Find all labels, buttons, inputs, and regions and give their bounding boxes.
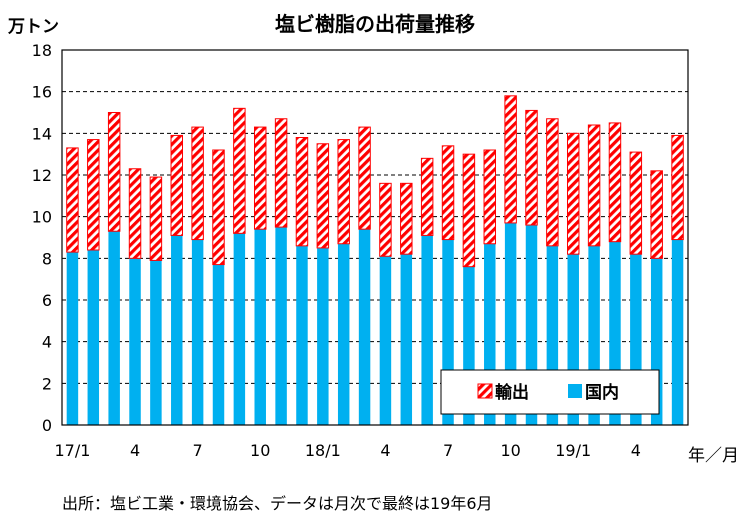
x-tick-label-7: 7 — [193, 441, 203, 460]
y-tick-label-8: 8 — [42, 249, 52, 268]
legend-box — [440, 369, 660, 415]
x-axis-unit: 年／月 — [688, 446, 739, 466]
bar-export-5 — [650, 170, 663, 259]
y-tick-label-16: 16 — [32, 83, 52, 102]
y-tick-label-2: 2 — [42, 374, 52, 393]
x-tick-label-4: 4 — [130, 441, 140, 460]
bar-export-10 — [504, 95, 517, 224]
bar-export-2 — [337, 139, 350, 245]
bar-domestic-12 — [296, 245, 308, 425]
bar-domestic-4 — [630, 254, 642, 425]
bar-export-7 — [441, 145, 455, 241]
bar-domestic-2 — [87, 250, 100, 425]
bar-export-6 — [170, 134, 184, 236]
bar-domestic-2 — [337, 243, 350, 425]
bar-domestic-10 — [254, 229, 266, 425]
bar-domestic-10 — [504, 222, 517, 425]
bar-domestic-6 — [671, 239, 684, 425]
bar-export-4 — [128, 168, 142, 259]
bar-export-19/1 — [566, 132, 580, 255]
x-tick-label-7: 7 — [443, 441, 453, 460]
y-tick-label-0: 0 — [42, 416, 52, 435]
bar-domestic-6 — [171, 235, 183, 425]
bar-domestic-9 — [233, 233, 246, 425]
bar-export-7 — [191, 126, 204, 241]
bar-export-17/1 — [66, 147, 79, 253]
x-tick-label-10: 10 — [500, 441, 520, 460]
bar-export-2 — [587, 124, 601, 247]
x-tick-label-18/1: 18/1 — [305, 441, 341, 460]
plot-area-frame — [61, 49, 689, 426]
x-tick-label-4: 4 — [631, 441, 641, 460]
bar-domestic-17/1 — [66, 252, 79, 425]
bar-export-11 — [274, 118, 288, 228]
bar-domestic-11 — [275, 227, 287, 425]
bar-domestic-19/1 — [567, 254, 579, 425]
bar-export-3 — [608, 122, 622, 243]
bar-export-3 — [107, 112, 121, 232]
chart-title: 塩ビ樹脂の出荷量推移 — [275, 12, 475, 36]
bar-export-8 — [462, 153, 476, 268]
bar-domestic-5 — [650, 258, 663, 425]
bar-domestic-8 — [463, 266, 475, 425]
x-tick-label-10: 10 — [250, 441, 270, 460]
y-tick-label-14: 14 — [32, 124, 52, 143]
source-note: 出所：塩ビ工業・環境協会、データは月次で最終は19年6月 — [62, 494, 493, 513]
bar-domestic-4 — [379, 256, 392, 425]
x-tick-label-17/1: 17/1 — [54, 441, 90, 460]
legend-label-export: 輸出 — [495, 382, 529, 403]
x-tick-label-19/1: 19/1 — [555, 441, 591, 460]
bar-export-6 — [420, 157, 434, 236]
x-tick-label-4: 4 — [380, 441, 390, 460]
bar-domestic-4 — [129, 258, 141, 425]
bar-export-8 — [212, 149, 225, 266]
y-tick-label-6: 6 — [42, 291, 52, 310]
bar-export-3 — [358, 126, 371, 230]
bar-domestic-18/1 — [317, 247, 329, 425]
bar-domestic-5 — [150, 260, 162, 425]
bar-domestic-2 — [588, 245, 600, 425]
bar-export-11 — [525, 109, 538, 226]
bar-export-10 — [253, 126, 267, 230]
legend-swatch-export — [477, 383, 493, 399]
bar-domestic-11 — [525, 225, 538, 425]
legend: 輸出 国内 — [440, 369, 660, 415]
bar-domestic-7 — [442, 239, 454, 425]
bar-export-12 — [295, 137, 309, 247]
bar-export-9 — [483, 149, 497, 245]
bar-domestic-5 — [400, 254, 413, 425]
bar-export-12 — [546, 118, 559, 247]
bar-export-6 — [671, 134, 684, 241]
bar-domestic-9 — [484, 243, 496, 425]
y-axis-unit: 万トン — [8, 17, 59, 37]
bar-domestic-3 — [358, 229, 371, 425]
bar-export-5 — [400, 182, 413, 255]
bar-export-5 — [149, 176, 163, 261]
legend-label-domestic: 国内 — [585, 382, 619, 403]
bar-domestic-8 — [212, 264, 225, 425]
y-tick-label-18: 18 — [32, 41, 52, 60]
bar-export-2 — [87, 139, 100, 251]
y-tick-label-12: 12 — [32, 166, 52, 185]
bar-export-4 — [629, 151, 643, 255]
bar-domestic-6 — [421, 235, 433, 425]
y-tick-label-4: 4 — [42, 333, 52, 352]
bar-domestic-12 — [546, 245, 559, 425]
bar-domestic-3 — [609, 241, 621, 425]
bar-domestic-3 — [108, 231, 120, 425]
bar-export-4 — [379, 182, 392, 257]
bar-domestic-7 — [191, 239, 204, 425]
legend-swatch-domestic — [568, 384, 582, 398]
bar-export-18/1 — [316, 143, 330, 249]
y-tick-label-10: 10 — [32, 208, 52, 227]
bar-export-9 — [233, 107, 246, 234]
